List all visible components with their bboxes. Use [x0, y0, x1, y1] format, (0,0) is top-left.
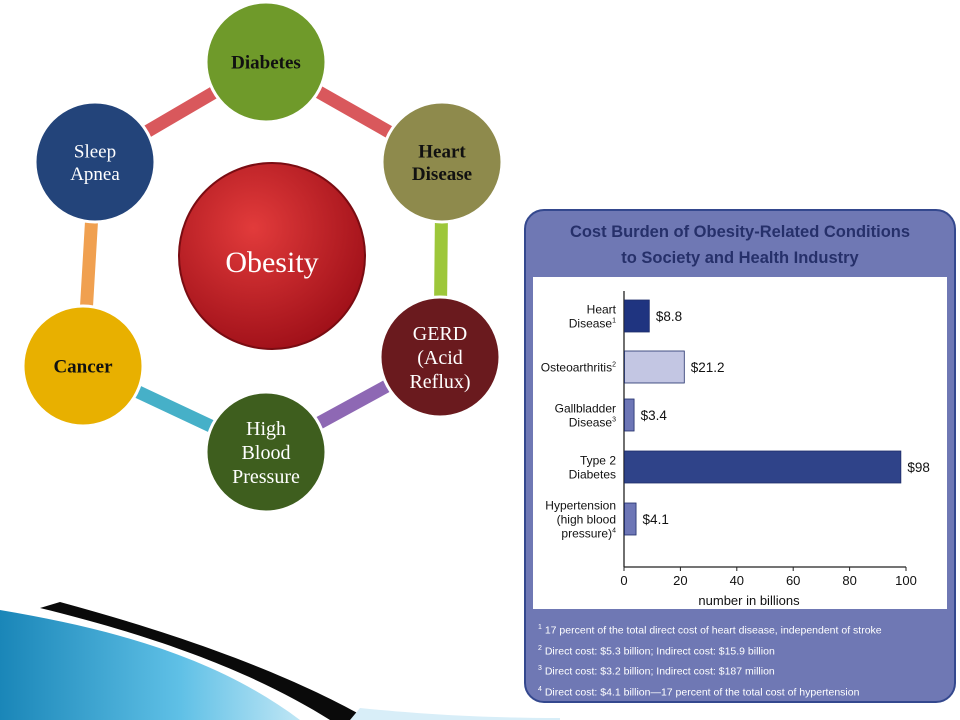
- chart-title: Cost Burden of Obesity-Related Condition…: [526, 219, 954, 271]
- category-label-3-line-2: Disease3: [569, 416, 616, 430]
- center-node-label: Obesity: [225, 246, 318, 279]
- bar-2-value-label: $21.2: [691, 360, 725, 375]
- bar-1: [624, 299, 650, 333]
- node-high-blood-pressure-circle: [204, 390, 328, 514]
- node-high-blood-pressure-label-3: Pressure: [232, 466, 300, 488]
- node-diabetes: Diabetes: [204, 0, 328, 124]
- node-high-blood-pressure-label-2: Blood: [242, 442, 291, 464]
- node-diabetes-circle: [204, 0, 328, 124]
- node-gerd-circle: [378, 295, 502, 419]
- bar-4-value-label: $98: [907, 460, 930, 475]
- node-gerd-label-1: GERD: [413, 323, 467, 345]
- footnote-1-text: 17 percent of the total direct cost of h…: [544, 624, 882, 637]
- footnote-3-mark: 3: [538, 665, 542, 672]
- center-node: Obesity: [178, 162, 366, 350]
- footnote-1-mark: 1: [538, 624, 542, 631]
- x-tick-label-40: 40: [730, 573, 744, 588]
- bar-5-value-label: $4.1: [643, 512, 669, 527]
- category-label-1-line-1: Heart: [587, 303, 617, 317]
- node-cancer-label-1: Cancer: [53, 357, 113, 378]
- node-gerd-label-3: Reflux): [409, 371, 470, 393]
- footnote-4-mark: 4: [538, 685, 542, 693]
- footnote-2-mark: 2: [538, 644, 542, 652]
- category-label-5-line-2: (high blood: [557, 513, 616, 527]
- node-high-blood-pressure-label-1: High: [246, 418, 286, 440]
- footnotes: 1 17 percent of the total direct cost of…: [538, 619, 948, 701]
- category-label-1-sup: 1: [612, 318, 616, 325]
- x-tick-label-80: 80: [842, 573, 856, 588]
- node-diabetes-label-1: Diabetes: [231, 53, 301, 74]
- node-sleep-apnea-label-1: Sleep: [74, 141, 116, 162]
- bar-1-value-label: $8.8: [656, 309, 682, 324]
- x-tick-label-100: 100: [895, 573, 917, 588]
- category-label-5-sup: 4: [612, 528, 616, 535]
- category-label-2-line-1: Osteoarthritis2: [541, 361, 616, 375]
- cost-burden-chart-card: Cost Burden of Obesity-Related Condition…: [524, 209, 956, 703]
- category-label-4-line-1: Type 2: [580, 454, 616, 468]
- x-tick-label-60: 60: [786, 573, 800, 588]
- chart-title-line-2: to Society and Health Industry: [621, 249, 859, 267]
- footnote-2: 2 Direct cost: $5.3 billion; Indirect co…: [538, 640, 948, 661]
- category-label-3-line-1: Gallbladder: [555, 402, 616, 416]
- category-label-2-sup: 2: [612, 362, 616, 369]
- x-tick-label-0: 0: [620, 573, 627, 588]
- footnote-4: 4 Direct cost: $4.1 billion—17 percent o…: [538, 681, 948, 702]
- node-sleep-apnea-circle: [33, 100, 157, 224]
- x-tick-label-20: 20: [673, 573, 687, 588]
- node-gerd-label-2: (Acid: [417, 347, 463, 369]
- footnote-3-text: Direct cost: $3.2 billion; Indirect cost…: [544, 665, 775, 678]
- decorative-ribbon: [0, 602, 560, 720]
- chart-panel: $8.8 Heart Disease1 $21.2 Osteoarthritis2 $3.…: [533, 277, 947, 609]
- bar-3-value-label: $3.4: [641, 408, 668, 423]
- node-cancer: Cancer: [21, 304, 145, 428]
- x-axis-label: number in billions: [698, 593, 800, 608]
- category-label-5-line-1: Hypertension: [545, 499, 616, 513]
- node-heart-disease-label-1: Heart: [418, 141, 466, 162]
- footnote-1: 1 17 percent of the total direct cost of…: [538, 619, 948, 640]
- node-heart-disease-label-2: Disease: [412, 164, 472, 185]
- category-label-4-line-2: Diabetes: [569, 468, 616, 482]
- category-label-3-sup: 3: [612, 417, 616, 424]
- bar-3: [624, 398, 635, 432]
- chart-title-line-1: Cost Burden of Obesity-Related Condition…: [569, 223, 911, 241]
- node-cancer-circle: [21, 304, 145, 428]
- node-sleep-apnea-label-2: Apnea: [70, 164, 120, 185]
- footnote-2-text: Direct cost: $5.3 billion; Indirect cost…: [544, 645, 775, 657]
- footnote-3: 3 Direct cost: $3.2 billion; Indirect co…: [538, 660, 948, 681]
- category-label-1-line-2: Disease1: [569, 317, 616, 331]
- bar-2: [624, 350, 685, 384]
- node-heart-disease-circle: [380, 100, 504, 224]
- footnote-4-text: Direct cost: $4.1 billion—17 percent of …: [544, 686, 860, 698]
- bar-4: [624, 450, 902, 484]
- category-label-5-line-3: pressure)4: [561, 527, 616, 541]
- bar-5: [624, 502, 637, 536]
